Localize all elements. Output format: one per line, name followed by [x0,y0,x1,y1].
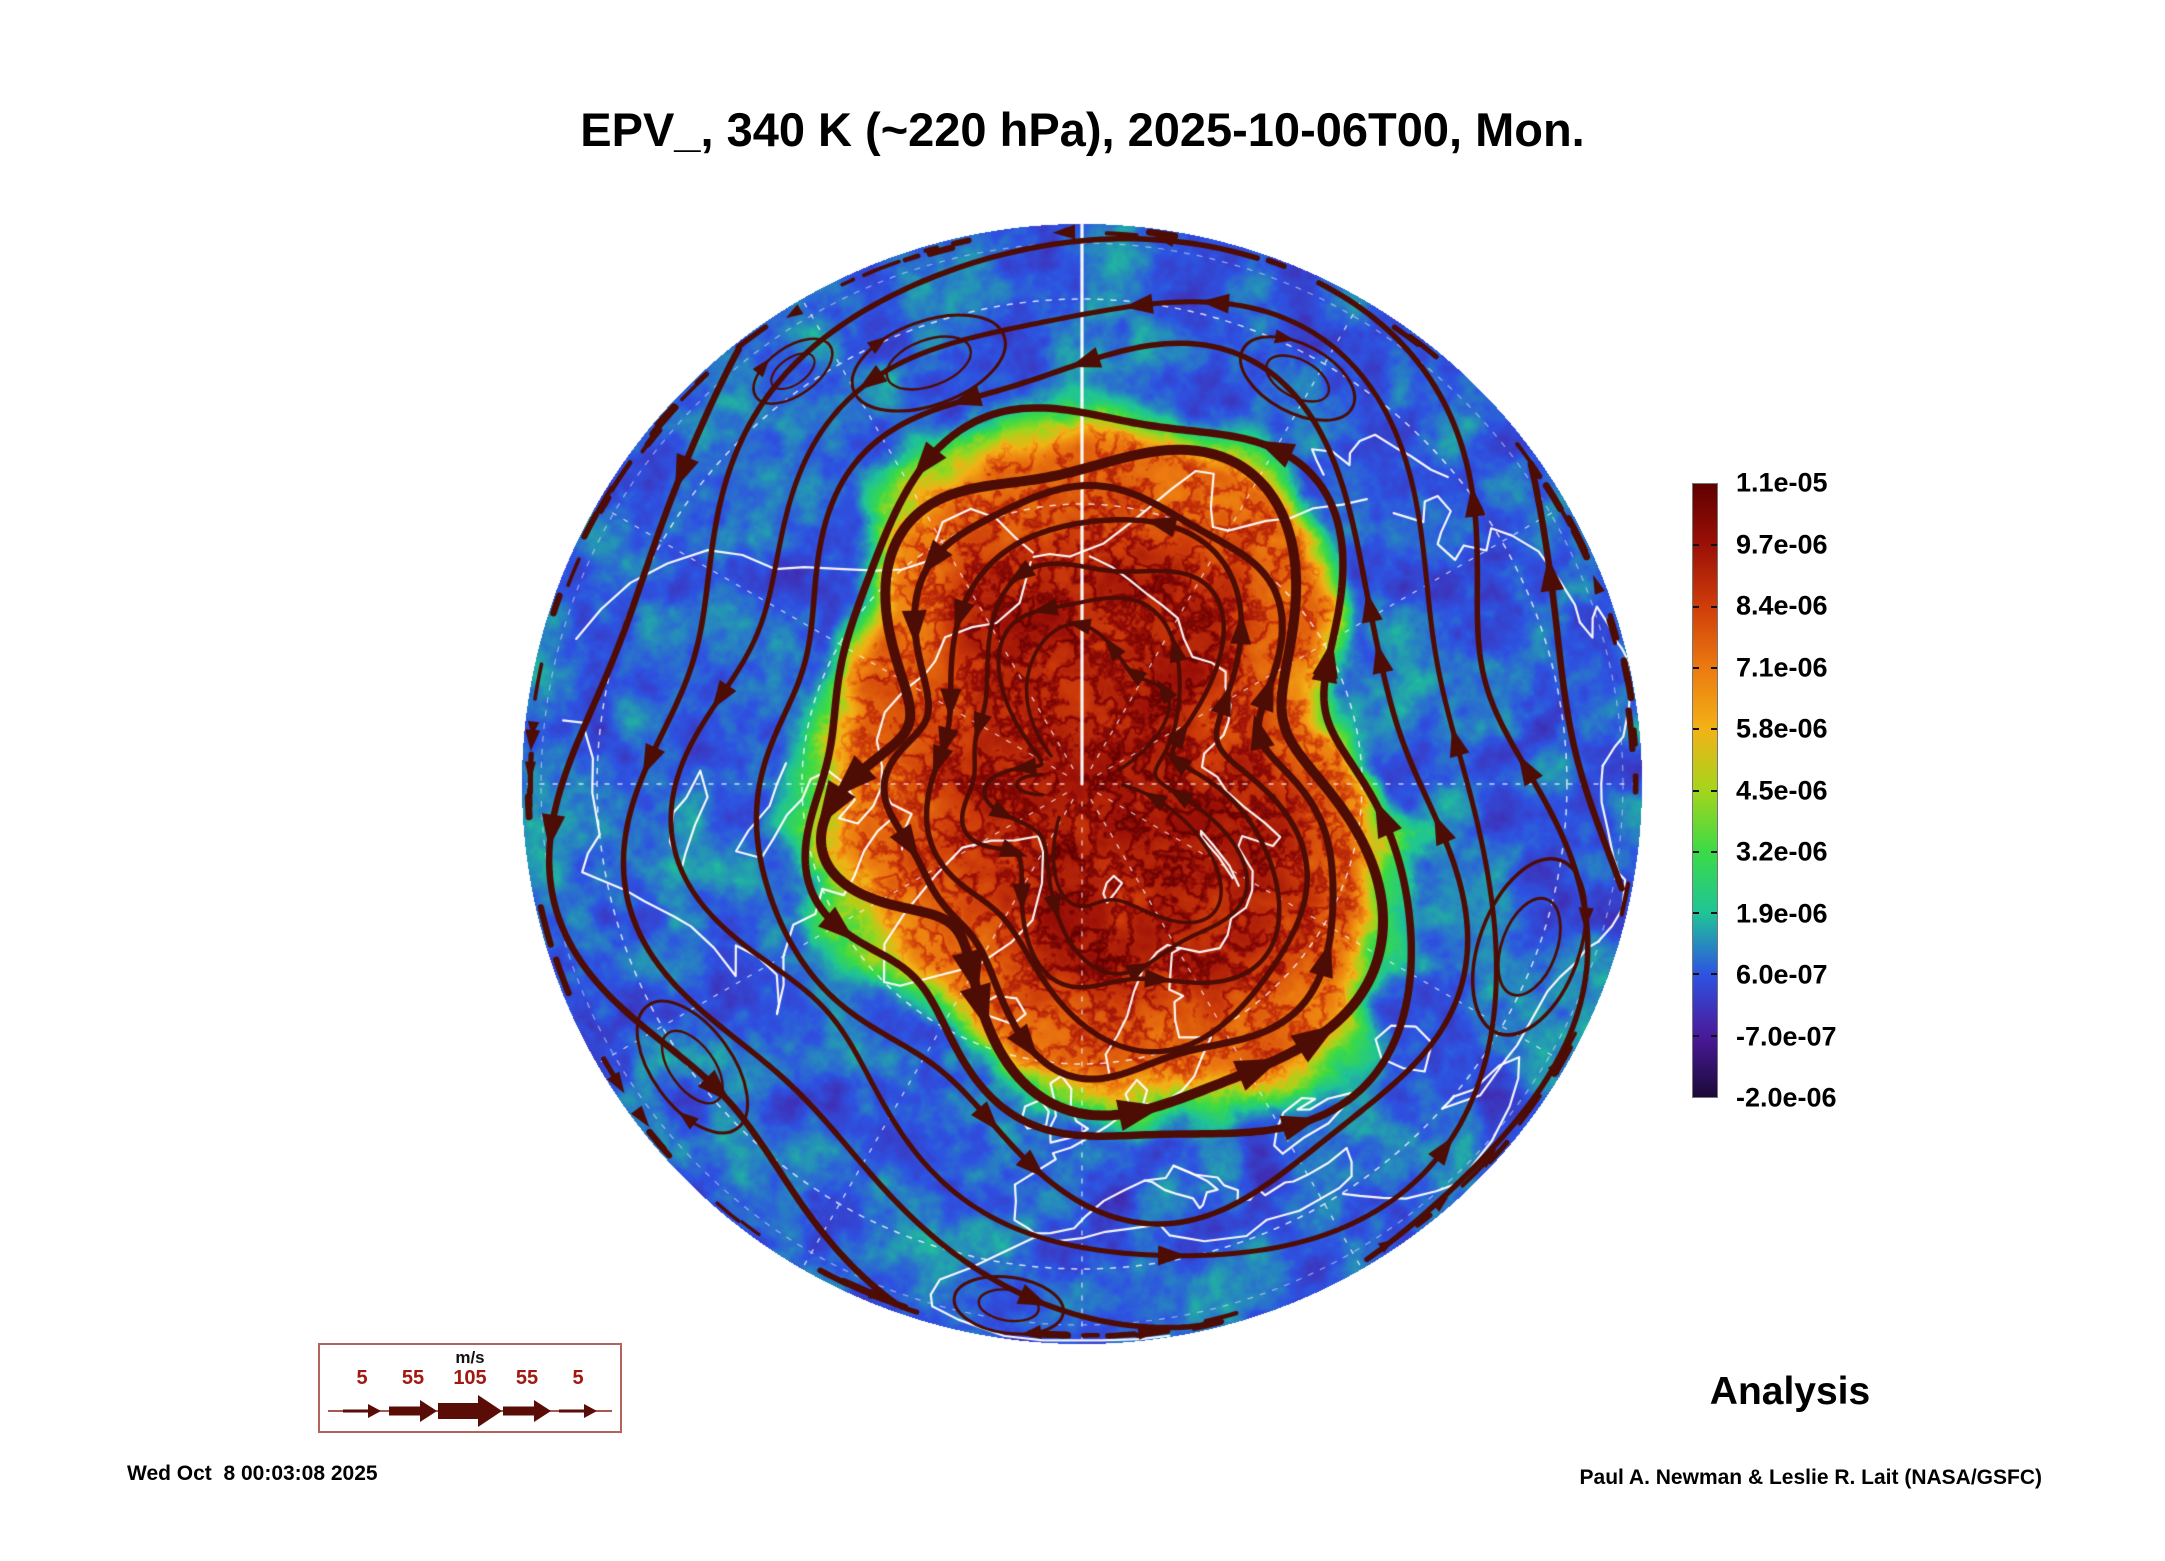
colorbar-tick [1693,912,1699,915]
colorbar-tick [1711,728,1717,731]
colorbar-tick [1711,850,1717,853]
colorbar-tick [1711,605,1717,608]
colorbar-tick-label: 7.1e-06 [1736,652,1828,682]
wind-speed-legend: m/s 5 55 105 55 5 [318,1343,622,1433]
plot-title: EPV_, 340 K (~220 hPa), 2025-10-06T00, M… [580,103,1585,156]
colorbar-tick-label: 9.7e-06 [1736,529,1828,559]
wind-speed-value: 105 [453,1367,487,1389]
colorbar-tick [1711,544,1717,547]
colorbar-tick [1693,1034,1699,1037]
credit-line: Paul A. Newman & Leslie R. Lait (NASA/GS… [1579,1466,2042,1489]
colorbar-tick-label: 4.5e-06 [1736,775,1828,805]
colorbar-tick-label: 1.9e-06 [1736,898,1828,928]
colorbar-tick-label: 6.0e-07 [1736,959,1828,990]
wind-speed-value: 5 [572,1367,584,1389]
colorbar-tick [1693,544,1699,547]
colorbar-tick [1711,973,1717,976]
wind-speed-value: 55 [515,1367,539,1389]
colorbar-tick [1711,912,1717,915]
colorbar-tick [1711,1034,1717,1037]
colorbar [1692,483,1718,1098]
colorbar-tick-label: 1.1e-05 [1736,467,1828,498]
wind-units-label: m/s [455,1348,485,1367]
colorbar-tick [1693,973,1699,976]
colorbar-tick-label: -2.0e-06 [1736,1082,1837,1113]
creation-timestamp: Wed Oct 8 00:03:08 2025 [127,1462,378,1485]
colorbar-tick-label: -7.0e-07 [1736,1021,1837,1051]
colorbar-tick [1711,666,1717,669]
analysis-label: Analysis [1709,1370,1871,1413]
wind-speed-value: 5 [356,1367,368,1389]
colorbar-tick [1693,728,1699,731]
colorbar-tick-label: 8.4e-06 [1736,590,1828,621]
colorbar-tick [1693,605,1699,608]
colorbar-tick [1693,850,1699,853]
colorbar-tick-label: 3.2e-06 [1736,836,1828,867]
colorbar-tick [1693,789,1699,792]
colorbar-tick [1693,666,1699,669]
wind-arrow-scale-icon [328,1395,612,1427]
colorbar-labels: 1.1e-05 9.7e-06 8.4e-06 7.1e-06 5.8e-06 4.5e-… [1736,468,1956,1113]
colorbar-tick-label: 5.8e-06 [1736,713,1828,744]
colorbar-tick [1711,789,1717,792]
wind-speed-value: 55 [401,1367,425,1389]
